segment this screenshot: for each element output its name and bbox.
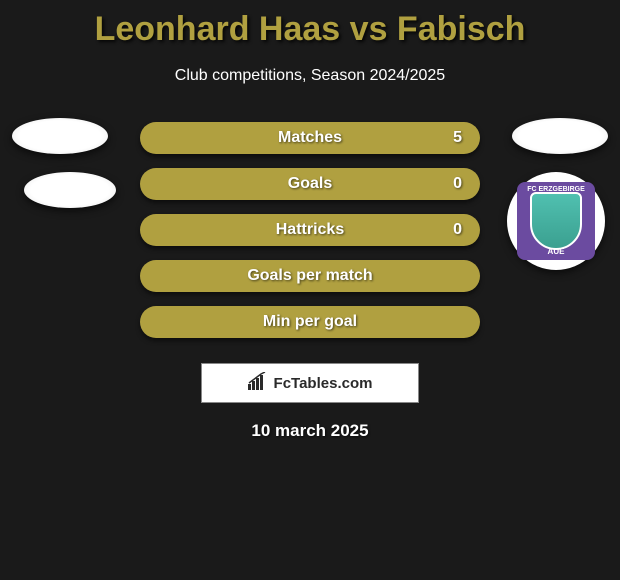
stat-label: Min per goal [263,313,357,331]
stat-row: Min per goal [0,299,620,345]
stat-row: Matches 5 [0,115,620,161]
watermark-text: FcTables.com [274,375,373,392]
stat-row: Hattricks 0 [0,207,620,253]
date-text: 10 march 2025 [0,421,620,441]
stat-label: Goals per match [247,267,372,285]
stat-bar-min-per-goal: Min per goal [140,306,480,338]
stat-bar-matches: Matches 5 [140,122,480,154]
stat-label: Goals [288,175,332,193]
watermark: FcTables.com [201,363,419,403]
chart-icon [248,372,268,395]
stats-container: Matches 5 Goals 0 Hattricks 0 Goals per … [0,115,620,345]
stat-bar-goals: Goals 0 [140,168,480,200]
stat-row: Goals per match [0,253,620,299]
stat-label: Matches [278,129,342,147]
stat-bar-goals-per-match: Goals per match [140,260,480,292]
stat-value: 0 [453,221,462,239]
subtitle: Club competitions, Season 2024/2025 [0,67,620,85]
stat-value: 5 [453,129,462,147]
stat-bar-hattricks: Hattricks 0 [140,214,480,246]
stat-label: Hattricks [276,221,344,239]
stat-value: 0 [453,175,462,193]
page-title: Leonhard Haas vs Fabisch [0,0,620,49]
stat-row: Goals 0 [0,161,620,207]
